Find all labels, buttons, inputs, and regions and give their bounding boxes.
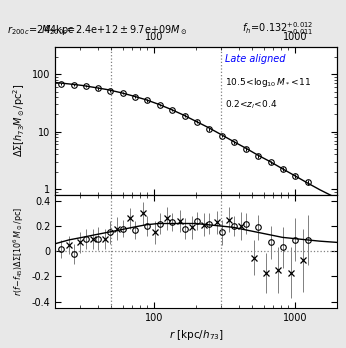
Text: $r_{200c}\!=\!244\mathrm{kpc}$: $r_{200c}\!=\!244\mathrm{kpc}$ [7,23,74,37]
Text: $0.2\!<\!z_l\!<\!0.4$: $0.2\!<\!z_l\!<\!0.4$ [225,98,277,111]
Text: $10.5\!<\!\log_{10}M_*\!<\!11$: $10.5\!<\!\log_{10}M_*\!<\!11$ [225,77,311,89]
Y-axis label: $\Delta\Sigma[h_{73}M_\odot/\mathrm{pc}^2]$: $\Delta\Sigma[h_{73}M_\odot/\mathrm{pc}^… [11,84,27,158]
Y-axis label: $r(f\!-\!f_{45})\Delta\Sigma[10^6\,M_\odot/\mathrm{pc}]$: $r(f\!-\!f_{45})\Delta\Sigma[10^6\,M_\od… [12,206,26,296]
Text: Late aligned: Late aligned [225,54,285,64]
X-axis label: $r\ [\mathrm{kpc}/h_{73}]$: $r\ [\mathrm{kpc}/h_{73}]$ [169,329,224,342]
Text: $M_{200c}\!=\!2.4\mathrm{e}{+}12\pm9.7\mathrm{e}{+}09M_\odot$: $M_{200c}\!=\!2.4\mathrm{e}{+}12\pm9.7\m… [41,23,188,37]
Text: $f_h\!=\!0.132^{+0.012}_{-0.011}$: $f_h\!=\!0.132^{+0.012}_{-0.011}$ [242,20,313,37]
